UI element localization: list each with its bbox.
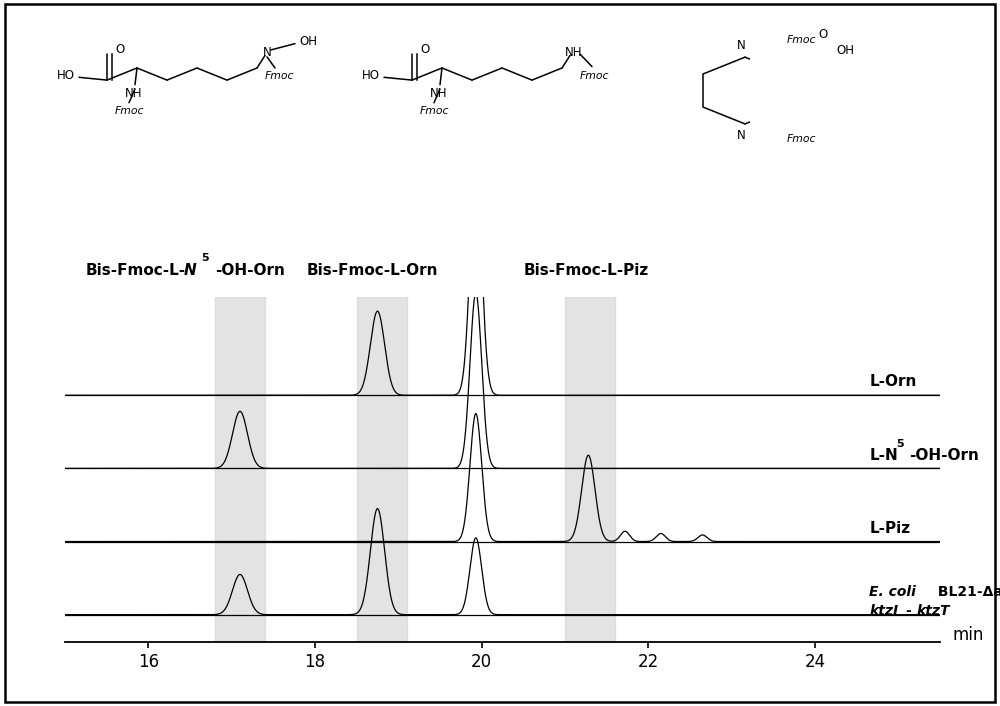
Text: NH: NH	[430, 88, 448, 100]
Text: L-Piz: L-Piz	[869, 521, 910, 536]
Text: Fmoc: Fmoc	[787, 134, 816, 144]
Text: min: min	[952, 626, 984, 644]
Bar	[357, 297, 407, 642]
Text: 5: 5	[202, 253, 209, 263]
Text: O: O	[819, 28, 828, 42]
Text: L-N: L-N	[869, 448, 898, 462]
Text: N: N	[184, 263, 197, 278]
Text: 5: 5	[897, 439, 904, 450]
Text: Fmoc: Fmoc	[114, 107, 144, 116]
Text: Fmoc: Fmoc	[579, 71, 609, 80]
Text: NH: NH	[125, 88, 143, 100]
Text: Bis-Fmoc-L-Piz: Bis-Fmoc-L-Piz	[523, 263, 649, 278]
Text: ktzI: ktzI	[869, 604, 898, 618]
Text: BL21-Δargl / pETDuet-: BL21-Δargl / pETDuet-	[933, 585, 1000, 599]
Text: Bis-Fmoc-L-: Bis-Fmoc-L-	[86, 263, 186, 278]
Text: OH: OH	[837, 44, 855, 56]
Text: -OH-Orn: -OH-Orn	[215, 263, 285, 278]
Text: N: N	[737, 129, 745, 143]
Bar	[215, 297, 265, 642]
Text: O: O	[420, 43, 429, 56]
Text: Fmoc: Fmoc	[419, 107, 449, 116]
Text: Bis-Fmoc-L-Orn: Bis-Fmoc-L-Orn	[307, 263, 438, 278]
Text: HO: HO	[362, 68, 380, 82]
Text: Fmoc: Fmoc	[787, 35, 816, 44]
Text: -: -	[905, 604, 911, 618]
Text: OH: OH	[299, 35, 317, 48]
Text: NH: NH	[565, 46, 583, 59]
Text: -OH-Orn: -OH-Orn	[909, 448, 979, 462]
Text: O: O	[115, 43, 124, 56]
Text: E. coli: E. coli	[869, 585, 916, 599]
Text: ktzT: ktzT	[917, 604, 950, 618]
Bar	[565, 297, 615, 642]
Text: N: N	[737, 39, 745, 52]
Text: L-Orn: L-Orn	[869, 374, 917, 390]
Text: N: N	[263, 46, 271, 59]
Text: Fmoc: Fmoc	[264, 71, 294, 80]
Text: HO: HO	[57, 68, 75, 82]
